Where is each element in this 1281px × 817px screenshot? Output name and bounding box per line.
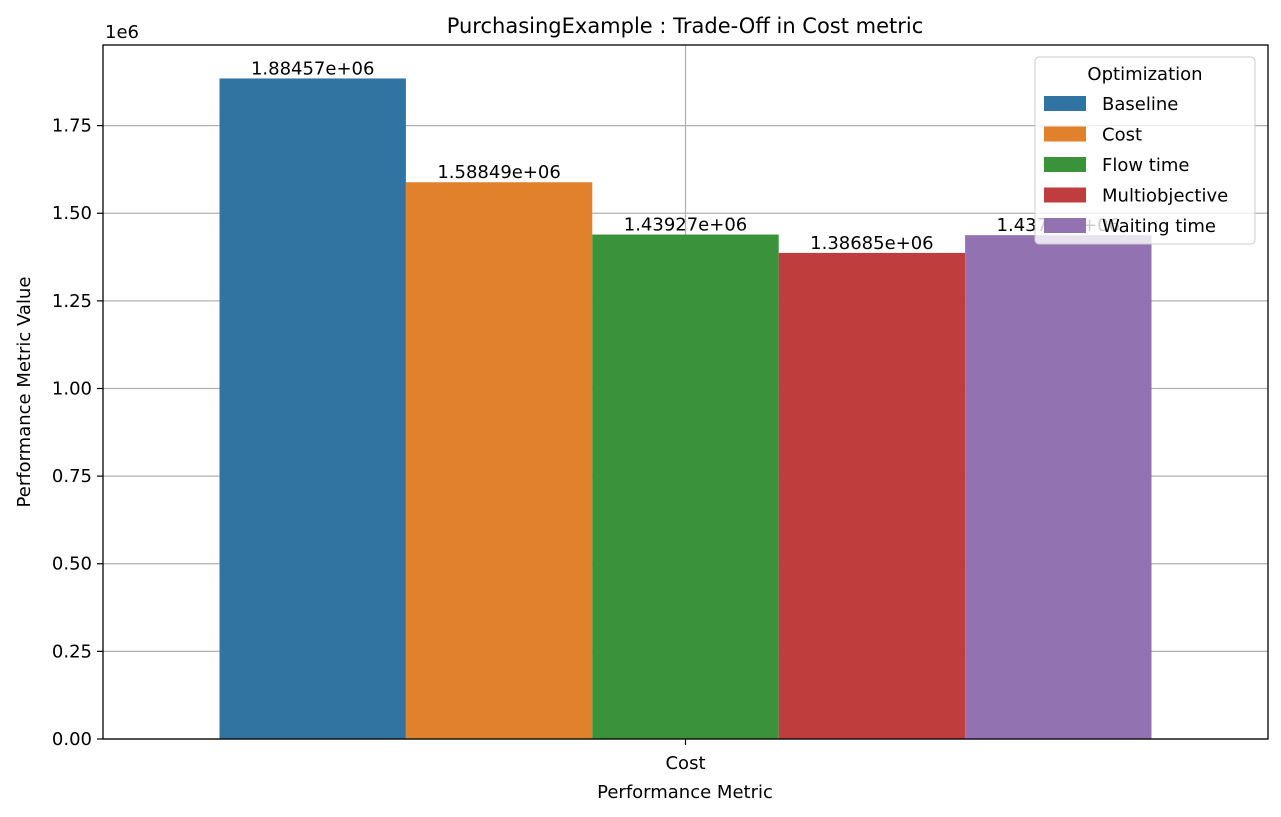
y-tick-label: 1.50 <box>52 203 92 224</box>
y-tick-label: 1.25 <box>52 291 92 312</box>
y-axis-offset-label: 1e6 <box>105 22 139 43</box>
y-tick-label: 1.75 <box>52 116 92 137</box>
x-axis: Cost <box>665 739 706 774</box>
bar-flow-time <box>592 234 779 739</box>
bar-labels-layer: 1.88457e+06 1.58849e+06 1.43927e+06 1.38685… <box>251 58 1120 253</box>
bar-cost <box>405 182 593 740</box>
bar-baseline <box>219 78 406 739</box>
legend-swatch <box>1044 126 1086 142</box>
legend-swatch <box>1044 218 1086 233</box>
chart-title: PurchasingExample : Trade-Off in Cost me… <box>447 14 924 38</box>
legend-entry-label: Flow time <box>1102 155 1189 176</box>
legend-entry-label: Cost <box>1102 125 1142 146</box>
legend-swatch <box>1044 96 1086 111</box>
legend-title: Optimization <box>1087 64 1202 85</box>
legend-entry-label: Multiobjective <box>1102 186 1228 207</box>
y-axis: 0.00 0.25 0.50 0.75 1.00 1.25 1.50 1.75 <box>52 116 103 750</box>
legend: Optimization Baseline Cost Flow time Multio… <box>1034 56 1256 245</box>
bar-value-label: 1.43927e+06 <box>624 215 748 236</box>
bar-value-label: 1.58849e+06 <box>437 162 561 183</box>
legend-items: Baseline Cost Flow time Multiobjective Waiti… <box>1044 94 1228 237</box>
legend-box <box>1034 56 1256 245</box>
bar-value-label: 1.88457e+06 <box>251 58 375 79</box>
y-tick-label: 0.50 <box>52 554 92 575</box>
x-tick-label: Cost <box>665 753 705 774</box>
y-tick-label: 1.00 <box>52 378 92 399</box>
legend-entry-label: Baseline <box>1102 94 1178 115</box>
y-tick-label: 0.00 <box>52 729 92 750</box>
y-tick-label: 0.25 <box>52 641 92 662</box>
legend-entry-label: Waiting time <box>1102 216 1216 237</box>
legend-swatch <box>1044 157 1086 172</box>
legend-swatch <box>1044 187 1086 203</box>
x-axis-label: Performance Metric <box>597 782 773 803</box>
y-axis-label: Performance Metric Value <box>14 277 35 508</box>
bar-waiting-time <box>965 235 1152 739</box>
bar-multiobjective <box>778 252 966 739</box>
bars-layer <box>219 78 1152 740</box>
bar-value-label: 1.38685e+06 <box>810 233 934 254</box>
y-tick-label: 0.75 <box>52 466 92 487</box>
